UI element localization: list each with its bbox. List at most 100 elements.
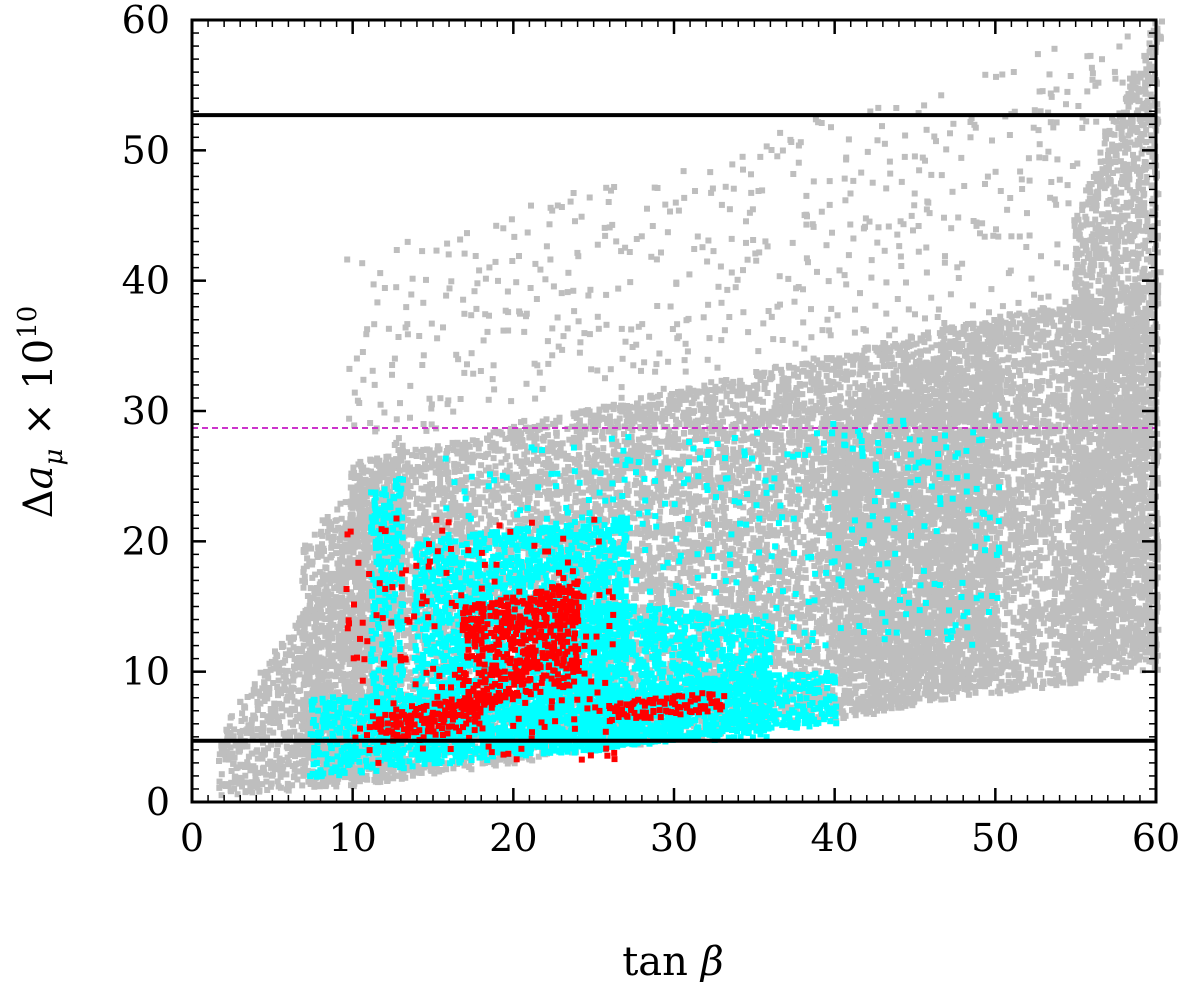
data-point bbox=[327, 684, 334, 690]
data-point bbox=[355, 573, 362, 580]
data-point bbox=[320, 545, 327, 552]
data-point bbox=[553, 429, 560, 436]
data-point bbox=[318, 622, 325, 629]
data-point bbox=[526, 495, 533, 502]
data-point bbox=[347, 537, 354, 544]
data-point bbox=[255, 769, 261, 776]
data-point bbox=[358, 690, 365, 697]
data-point bbox=[358, 565, 365, 572]
data-point bbox=[362, 664, 369, 671]
data-point bbox=[345, 548, 351, 555]
data-point bbox=[350, 659, 357, 666]
data-point bbox=[332, 780, 338, 787]
data-point bbox=[388, 693, 395, 700]
data-point bbox=[383, 463, 390, 470]
data-point bbox=[405, 489, 412, 496]
data-point bbox=[385, 627, 392, 634]
data-point bbox=[358, 588, 364, 595]
data-point bbox=[361, 515, 368, 522]
data-point bbox=[251, 686, 258, 693]
data-point bbox=[354, 483, 361, 490]
data-point bbox=[454, 439, 461, 446]
data-point bbox=[355, 599, 362, 606]
data-point bbox=[227, 744, 234, 751]
data-point bbox=[336, 721, 343, 728]
data-point bbox=[306, 718, 313, 724]
data-point bbox=[361, 526, 368, 533]
data-point bbox=[338, 663, 345, 670]
data-point bbox=[218, 792, 225, 799]
data-point bbox=[331, 573, 338, 580]
data-point bbox=[298, 723, 305, 730]
data-point bbox=[268, 658, 275, 665]
data-point bbox=[342, 579, 349, 586]
data-point bbox=[409, 452, 415, 459]
data-point bbox=[391, 465, 397, 471]
data-point bbox=[291, 656, 298, 662]
data-point bbox=[402, 612, 409, 619]
data-point bbox=[390, 635, 397, 642]
data-point bbox=[543, 416, 550, 423]
data-point bbox=[411, 570, 418, 577]
data-point bbox=[386, 477, 393, 484]
data-point bbox=[492, 517, 499, 524]
data-point bbox=[314, 654, 321, 661]
data-point bbox=[296, 711, 303, 718]
data-point bbox=[274, 778, 281, 785]
data-point bbox=[347, 516, 354, 523]
data-point bbox=[299, 751, 306, 758]
data-point bbox=[453, 466, 460, 473]
data-point bbox=[360, 556, 367, 563]
data-point bbox=[249, 789, 256, 796]
data-point bbox=[293, 733, 300, 740]
data-point bbox=[463, 466, 470, 473]
data-point bbox=[488, 502, 495, 509]
data-point bbox=[463, 474, 469, 481]
data-point bbox=[443, 766, 450, 773]
data-point bbox=[351, 491, 358, 498]
data-point bbox=[314, 554, 321, 560]
data-point bbox=[375, 644, 382, 651]
data-point bbox=[239, 710, 246, 717]
data-point bbox=[314, 596, 321, 603]
data-point bbox=[242, 772, 249, 779]
data-point bbox=[258, 735, 265, 742]
data-point bbox=[325, 679, 332, 686]
data-point bbox=[300, 632, 307, 639]
data-point bbox=[251, 681, 258, 688]
data-point bbox=[299, 654, 306, 661]
data-point bbox=[320, 576, 326, 583]
data-point bbox=[300, 565, 307, 572]
data-point bbox=[291, 766, 298, 773]
data-point bbox=[383, 453, 390, 460]
data-point bbox=[332, 663, 339, 670]
data-point bbox=[306, 543, 313, 550]
data-point bbox=[341, 598, 348, 605]
data-point bbox=[404, 643, 411, 649]
data-point bbox=[537, 514, 544, 521]
data-point bbox=[360, 464, 367, 471]
data-point bbox=[311, 611, 318, 618]
data-point bbox=[315, 679, 322, 686]
data-point bbox=[247, 785, 254, 792]
data-point bbox=[307, 585, 314, 592]
data-point bbox=[272, 708, 279, 714]
data-point bbox=[298, 646, 305, 653]
data-point bbox=[277, 760, 283, 767]
data-point bbox=[357, 511, 363, 518]
data-point bbox=[312, 629, 319, 636]
data-point bbox=[339, 553, 346, 560]
data-point bbox=[404, 542, 411, 549]
data-point bbox=[320, 660, 327, 667]
data-point bbox=[474, 521, 481, 528]
data-point bbox=[270, 729, 277, 736]
data-point bbox=[236, 780, 243, 787]
data-point bbox=[266, 685, 273, 691]
data-point bbox=[377, 774, 384, 781]
data-point bbox=[315, 683, 321, 690]
data-point bbox=[290, 721, 296, 728]
data-point bbox=[304, 729, 311, 736]
data-point bbox=[248, 720, 255, 727]
data-point bbox=[284, 667, 291, 674]
data-point bbox=[325, 635, 332, 642]
